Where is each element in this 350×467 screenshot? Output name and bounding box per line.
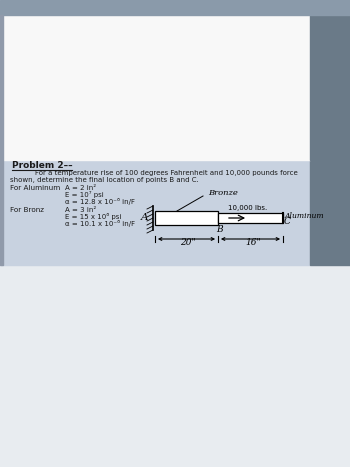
Text: C: C bbox=[284, 217, 291, 226]
Bar bbox=[218, 213, 283, 223]
Bar bbox=[0, 265, 350, 467]
Text: A = 3 in²: A = 3 in² bbox=[65, 207, 96, 213]
Text: Aluminum: Aluminum bbox=[285, 212, 325, 220]
Bar bbox=[0, 15, 3, 265]
Bar bbox=[0, 160, 310, 265]
Text: 16": 16" bbox=[245, 238, 261, 247]
Text: Bronze: Bronze bbox=[208, 189, 238, 197]
Text: For Bronz: For Bronz bbox=[10, 207, 44, 213]
Bar bbox=[310, 15, 350, 160]
Text: shown, determine the final location of points B and C.: shown, determine the final location of p… bbox=[10, 177, 199, 183]
Text: α = 10.1 x 10⁻⁶ in/F: α = 10.1 x 10⁻⁶ in/F bbox=[65, 220, 135, 227]
Text: Problem 2––: Problem 2–– bbox=[12, 161, 73, 170]
Text: E = 15 x 10⁶ psi: E = 15 x 10⁶ psi bbox=[65, 213, 121, 220]
Text: B: B bbox=[216, 225, 223, 234]
Text: A = 2 in²: A = 2 in² bbox=[65, 185, 96, 191]
Text: α = 12.8 x 10⁻⁶ in/F: α = 12.8 x 10⁻⁶ in/F bbox=[65, 198, 135, 205]
Text: For a temperature rise of 100 degrees Fahrenheit and 10,000 pounds force: For a temperature rise of 100 degrees Fa… bbox=[35, 170, 298, 176]
Bar bbox=[0, 15, 310, 160]
Text: For Aluminum: For Aluminum bbox=[10, 185, 60, 191]
Text: A: A bbox=[141, 213, 148, 222]
Bar bbox=[0, 0, 350, 15]
Text: 20": 20" bbox=[181, 238, 196, 247]
Bar bbox=[310, 160, 350, 265]
Bar bbox=[155, 211, 218, 225]
Text: 10,000 lbs.: 10,000 lbs. bbox=[228, 205, 267, 211]
Text: E = 10⁷ psi: E = 10⁷ psi bbox=[65, 191, 104, 198]
